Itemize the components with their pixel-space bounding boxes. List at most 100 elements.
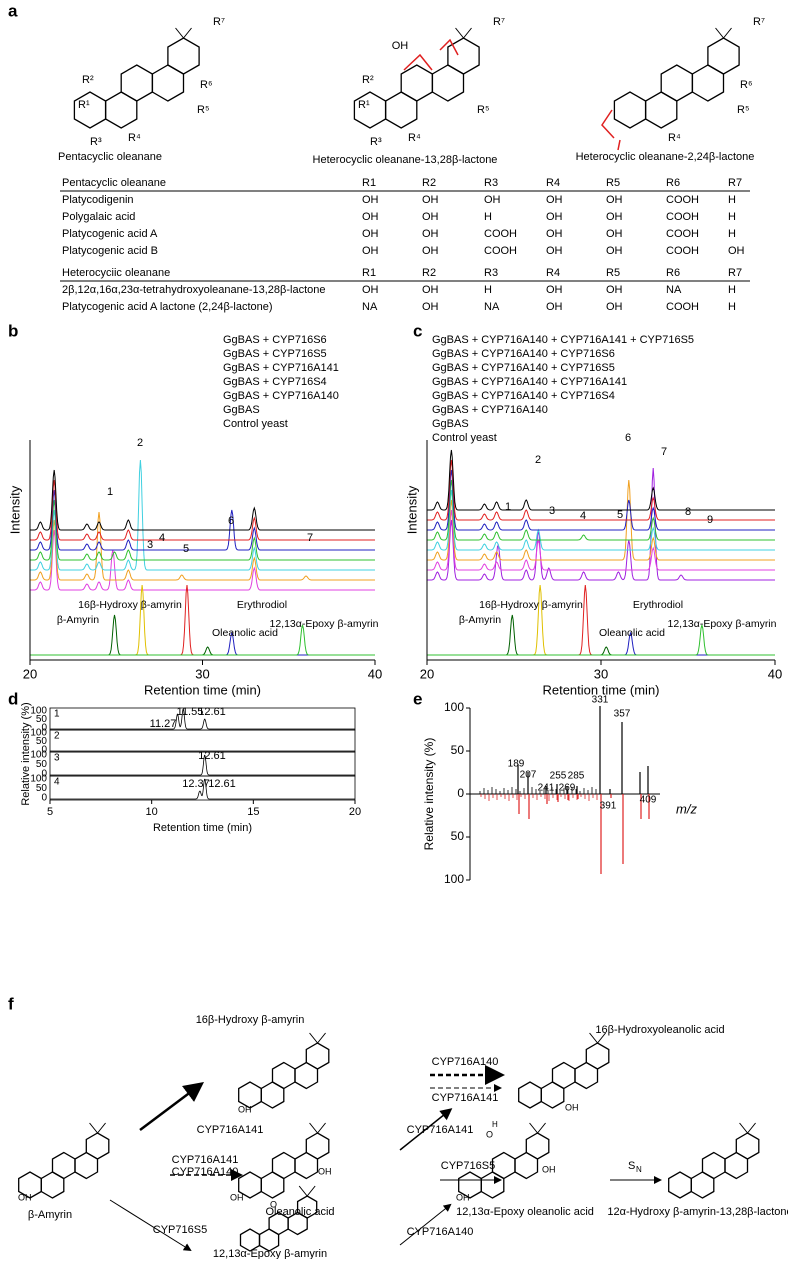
trace xyxy=(50,708,355,730)
legend-entry: GgBAS + CYP716A140 + CYP716S4 xyxy=(432,390,615,402)
table-cell: OH xyxy=(422,211,439,223)
r-group: R⁵ xyxy=(737,104,750,116)
enzyme: CYP716A141 xyxy=(432,1092,499,1104)
legend-entry: GgBAS + CYP716A140 xyxy=(223,390,339,402)
r-group: R⁶ xyxy=(740,79,752,91)
oh: OH xyxy=(238,1104,252,1114)
trace xyxy=(30,529,375,591)
trace xyxy=(427,509,775,571)
compound-name: β-Amyrin xyxy=(28,1209,72,1221)
ring xyxy=(491,1151,516,1180)
table-cell: H xyxy=(728,228,736,240)
oh: OH xyxy=(318,1166,332,1176)
y-tick-label: 100 xyxy=(30,750,47,761)
legend-entry: Control yeast xyxy=(432,432,497,444)
ring xyxy=(660,64,694,102)
table-cell: H xyxy=(728,301,736,313)
peak-label: 5 xyxy=(183,543,189,555)
line xyxy=(537,1122,546,1134)
r-group: R⁴ xyxy=(668,132,681,144)
label: Pentacyclic oleanane xyxy=(58,151,162,163)
trace xyxy=(30,459,375,571)
peak-label: 11.55 xyxy=(177,706,204,718)
table-cell: 2β,12α,16α,23α-tetrahydroxyoleanane-13,2… xyxy=(62,284,326,296)
standard-label: β-Amyrin xyxy=(57,614,99,626)
line xyxy=(89,1122,98,1134)
line xyxy=(589,1032,598,1044)
standard-label: Erythrodiol xyxy=(237,599,287,611)
r-group: R¹ xyxy=(78,99,90,111)
trace xyxy=(30,499,375,561)
ring xyxy=(400,64,434,102)
y-tick-label: 0 xyxy=(457,786,464,800)
x-tick-label: 10 xyxy=(146,806,158,818)
line xyxy=(739,1122,748,1134)
ring xyxy=(613,91,647,129)
table-cell: NA xyxy=(484,301,500,313)
enzyme: CYP716S5 xyxy=(441,1160,495,1172)
legend-entry: GgBAS + CYP716A140 + CYP716A141 xyxy=(432,376,627,388)
standard-label: 12,13α-Epoxy β-amyrin xyxy=(668,618,777,630)
trace xyxy=(50,754,355,776)
lactone xyxy=(601,109,621,151)
line xyxy=(306,1185,316,1197)
x-axis-label: Retention time (min) xyxy=(153,822,252,834)
peak-label: 2 xyxy=(535,454,541,466)
peak-label: 7 xyxy=(661,446,667,458)
ring xyxy=(431,64,465,102)
panel-label: e xyxy=(413,689,422,708)
trace xyxy=(427,624,775,656)
enzyme: CYP716A140 xyxy=(407,1226,474,1238)
r-group: R⁷ xyxy=(213,16,225,28)
table-cell: H xyxy=(728,284,736,296)
trace xyxy=(427,479,775,541)
line xyxy=(529,1122,538,1134)
line xyxy=(463,27,472,39)
table-header: R5 xyxy=(606,267,620,279)
arrow xyxy=(399,1108,453,1151)
table-cell: OH xyxy=(422,194,439,206)
label: Heterocyclic oleanane-13,28β-lactone xyxy=(313,154,498,166)
table-cell: OH xyxy=(606,211,623,223)
x-tick-label: 15 xyxy=(247,806,259,818)
table-cell: OH xyxy=(362,228,379,240)
r-group: R³ xyxy=(90,136,102,148)
lactone xyxy=(403,38,459,71)
legend-entry: GgBAS xyxy=(432,418,469,430)
standard-label: Oleanolic acid xyxy=(212,627,278,639)
trace xyxy=(427,469,775,531)
y-tick-label: 50 xyxy=(36,783,48,794)
table-cell: COOH xyxy=(666,194,699,206)
x-tick-label: 20 xyxy=(23,666,37,681)
oh: OH xyxy=(230,1192,244,1202)
ring xyxy=(707,37,740,75)
peak-label: 3 xyxy=(147,539,153,551)
ring xyxy=(551,1061,576,1090)
table-header: R1 xyxy=(362,177,376,189)
mz-label: 207 xyxy=(520,770,537,781)
table-cell: COOH xyxy=(666,301,699,313)
line xyxy=(97,1122,106,1134)
x-axis-label: m/z xyxy=(676,801,697,816)
arrow xyxy=(109,1199,192,1252)
table-cell: H xyxy=(484,284,492,296)
ring xyxy=(384,91,418,129)
trace-label: 1 xyxy=(54,709,60,720)
table-cell: Platycogenic acid A lactone (2,24β-lacto… xyxy=(62,301,273,313)
line xyxy=(309,1032,318,1044)
ring xyxy=(104,91,138,129)
trace xyxy=(30,624,375,656)
reaction-label: S xyxy=(628,1160,635,1172)
y-tick-label: 100 xyxy=(30,774,47,785)
standard-label: 16β-Hydroxy β-amyrin xyxy=(479,599,583,611)
standard-label: 12,13α-Epoxy β-amyrin xyxy=(270,618,379,630)
h: H xyxy=(492,1120,498,1129)
ring xyxy=(691,64,725,102)
peak-label: 6 xyxy=(228,515,234,527)
table-header: R3 xyxy=(484,267,498,279)
table-header: R7 xyxy=(728,267,742,279)
table-cell: COOH xyxy=(666,245,699,257)
enzyme: CYP716A141 xyxy=(172,1154,239,1166)
y-tick-label: 100 xyxy=(30,728,47,739)
r-group: R⁴ xyxy=(408,132,421,144)
